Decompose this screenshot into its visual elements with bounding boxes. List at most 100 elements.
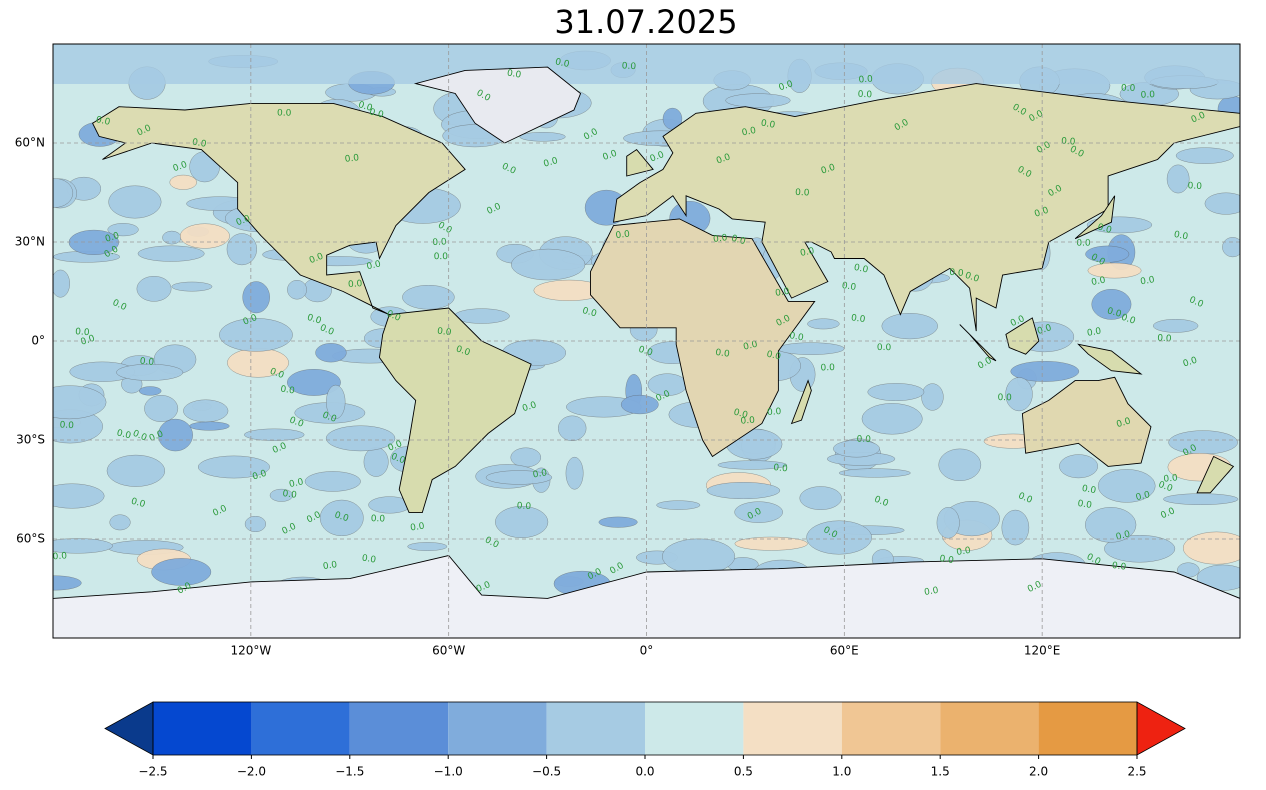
- contour-label: 0.0: [773, 463, 788, 474]
- contour-label: 0.0: [877, 343, 892, 353]
- contour-label: 0.0: [251, 469, 268, 483]
- ocean-anomaly-patch: [485, 470, 553, 485]
- colorbar-over: [1136, 701, 1186, 756]
- ocean-anomaly-patch: [1059, 454, 1098, 479]
- land: [53, 554, 1240, 638]
- contour-label: 0.0: [521, 400, 538, 414]
- ocean-anomaly-patch: [315, 343, 347, 363]
- ocean-anomaly-patch: [620, 394, 659, 415]
- ocean-anomaly-patch: [304, 471, 361, 492]
- ocean-anomaly-patch: [1104, 535, 1176, 563]
- contour-label: 0.0: [1120, 313, 1137, 327]
- contour-label: 0.0: [437, 327, 453, 339]
- contour-label: 0.0: [853, 263, 869, 276]
- ocean-anomaly-patch: [936, 507, 960, 539]
- colorbar-tick-label: 0.5: [734, 765, 753, 779]
- ocean-anomaly-patch: [53, 538, 113, 554]
- ocean-anomaly-patch: [734, 536, 808, 551]
- ocean-anomaly-patch: [1001, 509, 1030, 546]
- ocean-anomaly-patch: [495, 506, 549, 538]
- ocean-anomaly-patch: [219, 318, 293, 352]
- contour-label: 0.0: [949, 268, 964, 279]
- contour-label: 0.0: [615, 230, 631, 242]
- contour-label: 0.0: [1157, 333, 1172, 344]
- contour-label: 0.0: [1106, 306, 1123, 320]
- ocean-anomaly-patch: [407, 542, 448, 551]
- contour-label: 0.0: [799, 246, 815, 259]
- contour-label: 0.0: [104, 231, 121, 245]
- ocean-anomaly-patch: [1168, 430, 1238, 455]
- contour-label: 0.0: [361, 554, 377, 566]
- ocean-anomaly-patch: [717, 460, 787, 470]
- ocean-anomaly-patch: [598, 516, 638, 528]
- y-tick-label: 0°: [31, 334, 45, 348]
- contour-label: 0.0: [1111, 561, 1127, 573]
- contour-label: 0.0: [1157, 480, 1174, 494]
- land: [1021, 376, 1152, 467]
- ocean-anomaly-patch: [319, 499, 364, 536]
- contour-label: 0.0: [235, 214, 252, 229]
- ocean-anomaly-patch: [53, 483, 105, 509]
- contour-label: 0.0: [841, 281, 857, 293]
- ocean-anomaly-patch: [1085, 507, 1137, 543]
- contour-label: 0.0: [715, 152, 732, 166]
- contour-label: 0.0: [939, 554, 955, 566]
- colorbar-tick-label: −1.5: [335, 765, 364, 779]
- ocean-anomaly-patch: [656, 500, 701, 510]
- contour-label: 0.0: [778, 79, 795, 93]
- ocean-anomaly-patch: [725, 93, 791, 108]
- colorbar-tick-label: 0.0: [635, 765, 654, 779]
- ocean-anomaly-patch: [402, 285, 455, 310]
- contour-label: 0.0: [116, 428, 133, 441]
- contour-label: 0.0: [554, 57, 570, 70]
- ocean-anomaly-patch: [106, 454, 165, 487]
- contour-label: 0.0: [1163, 473, 1179, 484]
- contour-label: 0.0: [348, 279, 363, 290]
- contour-label: 0.0: [622, 61, 637, 72]
- ocean-anomaly-patch: [833, 440, 880, 458]
- ocean-anomaly-patch: [139, 386, 162, 396]
- contour-label: 0.0: [730, 234, 747, 248]
- contour-label: 0.0: [956, 546, 972, 558]
- ocean-anomaly-patch: [511, 248, 586, 281]
- ocean-anomaly-patch: [734, 501, 783, 523]
- contour-label: 0.0: [321, 410, 338, 425]
- x-tick-label: 60°E: [830, 644, 859, 658]
- ocean-anomaly-patch: [867, 383, 925, 401]
- contour-label: 0.0: [371, 514, 386, 524]
- contour-label: 0.0: [1036, 323, 1053, 337]
- colorbar-tick-label: −1.0: [434, 765, 463, 779]
- contour-label: 0.0: [434, 252, 449, 262]
- land: [626, 149, 654, 177]
- y-tick-label: 60°N: [15, 136, 45, 150]
- ocean-anomaly-patch: [1010, 361, 1080, 382]
- contour-label: 0.0: [1140, 90, 1155, 101]
- ocean-anomaly-patch: [558, 415, 587, 441]
- ocean-anomaly-patch: [921, 383, 944, 411]
- contour-label: 0.0: [139, 356, 155, 368]
- contour-label: 0.0: [410, 522, 426, 534]
- colorbar-tick-label: 1.5: [931, 765, 950, 779]
- ocean-anomaly-patch: [1085, 245, 1130, 263]
- contour-label: 0.0: [795, 188, 810, 199]
- contour-label: 0.0: [280, 385, 296, 397]
- contour-label: 0.0: [856, 435, 871, 445]
- contour-label: 0.0: [732, 408, 749, 421]
- ocean-anomaly-patch: [565, 456, 584, 490]
- colorbar-band: [546, 702, 645, 755]
- contour-label: 0.0: [742, 340, 759, 353]
- contour-label: 0.0: [95, 115, 111, 128]
- ocean-anomaly-patch: [326, 384, 346, 419]
- ocean-anomaly-patch: [107, 223, 139, 237]
- ocean-anomaly-patch: [1091, 289, 1132, 320]
- ocean-anomaly-patch: [363, 447, 389, 477]
- contour-label: 0.0: [1135, 490, 1152, 503]
- land: [959, 324, 997, 362]
- contour-label: 0.0: [1077, 499, 1093, 511]
- ocean-anomaly-patch: [777, 342, 845, 355]
- contour-label: 0.0: [387, 439, 404, 454]
- ocean-anomaly-patch: [137, 245, 205, 262]
- colorbar-under: [104, 701, 154, 756]
- contour-label: 0.0: [366, 259, 382, 272]
- ocean-anomaly-patch: [183, 399, 229, 423]
